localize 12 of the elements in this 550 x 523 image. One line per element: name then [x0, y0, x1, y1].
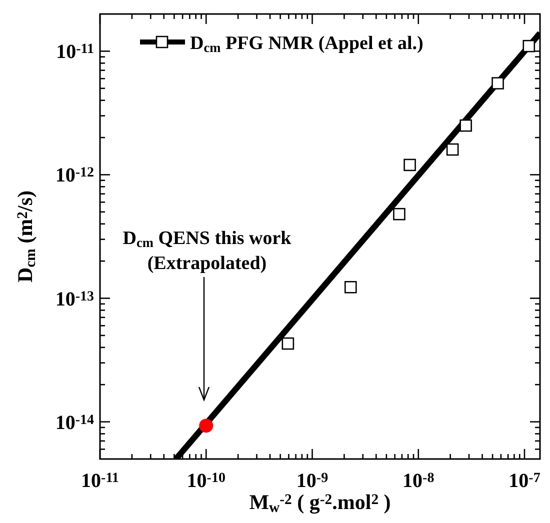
y-tick-label: 10$^{-12}$ [55, 164, 94, 187]
x-tick-label: 10$^{-10}$ [186, 470, 226, 492]
x-tick-label: 10$^{-8}$ [402, 470, 434, 492]
y-tick-label: 10$^{-14}$ [55, 412, 94, 434]
annotation: D$_{cm}$ QENS this work (Extrapolated) [122, 228, 292, 274]
x-tick-label: 10$^{-11}$ [81, 470, 119, 492]
legend-label: D$_{cm}$ PFG NMR (Appel et al.) [190, 33, 424, 55]
x-tick-label: 10$^{-9}$ [296, 470, 328, 492]
y-tick-label: 10$^{-11}$ [56, 41, 94, 64]
y-tick-label: 10$^{-13}$ [55, 288, 94, 310]
x-axis-title: M$_{w}$$^{-2}$ ( g$^{-2}$.mol$^{2}$ ) [249, 490, 391, 516]
x-tick-label: 10$^{-7}$ [508, 470, 540, 492]
